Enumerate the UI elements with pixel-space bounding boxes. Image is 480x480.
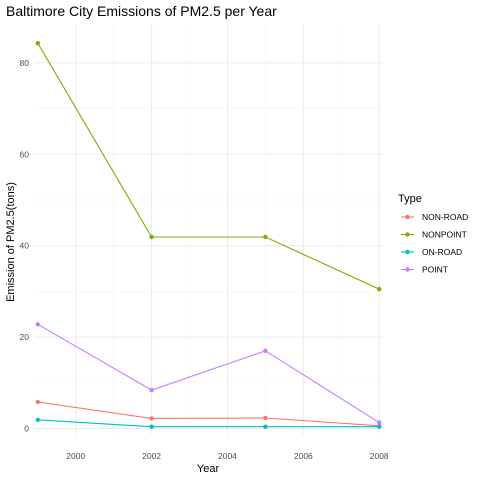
legend-key-point [401, 267, 414, 272]
legend-label-nonpoint: NONPOINT [422, 230, 467, 240]
legend-key-point [405, 249, 410, 255]
legend-key-on-road [401, 249, 414, 255]
series-line-point [37, 323, 380, 424]
data-point-non-road [35, 399, 40, 405]
series-on-road [35, 417, 382, 429]
x-tick-label: 2002 [142, 451, 161, 461]
legend-key-non-road [401, 214, 414, 220]
series-line-non-road [37, 401, 380, 427]
x-tick-label: 2006 [294, 451, 313, 461]
legend-key-point [405, 267, 410, 272]
x-axis-title: Year [197, 463, 220, 475]
legend-key-nonpoint [401, 232, 414, 237]
x-tick-label: 2000 [66, 451, 85, 461]
series-non-road [35, 399, 382, 428]
y-axis-title: Emission of PM2.5(tons) [5, 182, 17, 302]
data-point-non-road [263, 415, 268, 421]
data-point-point [149, 387, 154, 393]
y-tick-label: 40 [20, 241, 30, 251]
grid [34, 24, 383, 434]
y-axis-ticks: 0 20 40 60 80 [20, 58, 30, 434]
data-point-nonpoint [377, 286, 382, 292]
legend-key-point [405, 214, 410, 220]
series-layer [35, 40, 382, 429]
data-point-point [35, 322, 40, 327]
data-point-on-road [377, 424, 382, 429]
legend-label-point: POINT [422, 265, 448, 275]
legend: Type NON-ROAD NONPOINT ON-ROAD POINT [398, 193, 468, 275]
y-tick-label: 60 [20, 149, 30, 159]
x-tick-label: 2004 [218, 451, 237, 461]
series-line-on-road [37, 419, 380, 428]
x-axis-ticks: 2000 2002 2004 2006 2008 [66, 451, 389, 461]
y-tick-label: 0 [24, 424, 29, 434]
data-point-on-road [149, 424, 154, 429]
y-tick-label: 20 [20, 332, 30, 342]
legend-key-point [405, 232, 410, 237]
data-point-point [263, 348, 268, 354]
legend-label-on-road: ON-ROAD [422, 247, 462, 257]
x-tick-label: 2008 [370, 451, 389, 461]
data-point-on-road [263, 424, 268, 429]
data-point-nonpoint [263, 234, 268, 240]
data-point-nonpoint [35, 40, 40, 46]
series-point [35, 322, 382, 425]
series-nonpoint [35, 40, 382, 292]
chart-title: Baltimore City Emissions of PM2.5 per Ye… [6, 3, 277, 19]
legend-label-non-road: NON-ROAD [422, 212, 468, 222]
data-point-nonpoint [149, 234, 154, 240]
data-point-non-road [149, 416, 154, 421]
y-tick-label: 80 [20, 58, 30, 68]
legend-title: Type [398, 193, 422, 205]
series-line-nonpoint [37, 42, 380, 290]
data-point-point [377, 420, 382, 425]
data-point-on-road [35, 417, 40, 423]
